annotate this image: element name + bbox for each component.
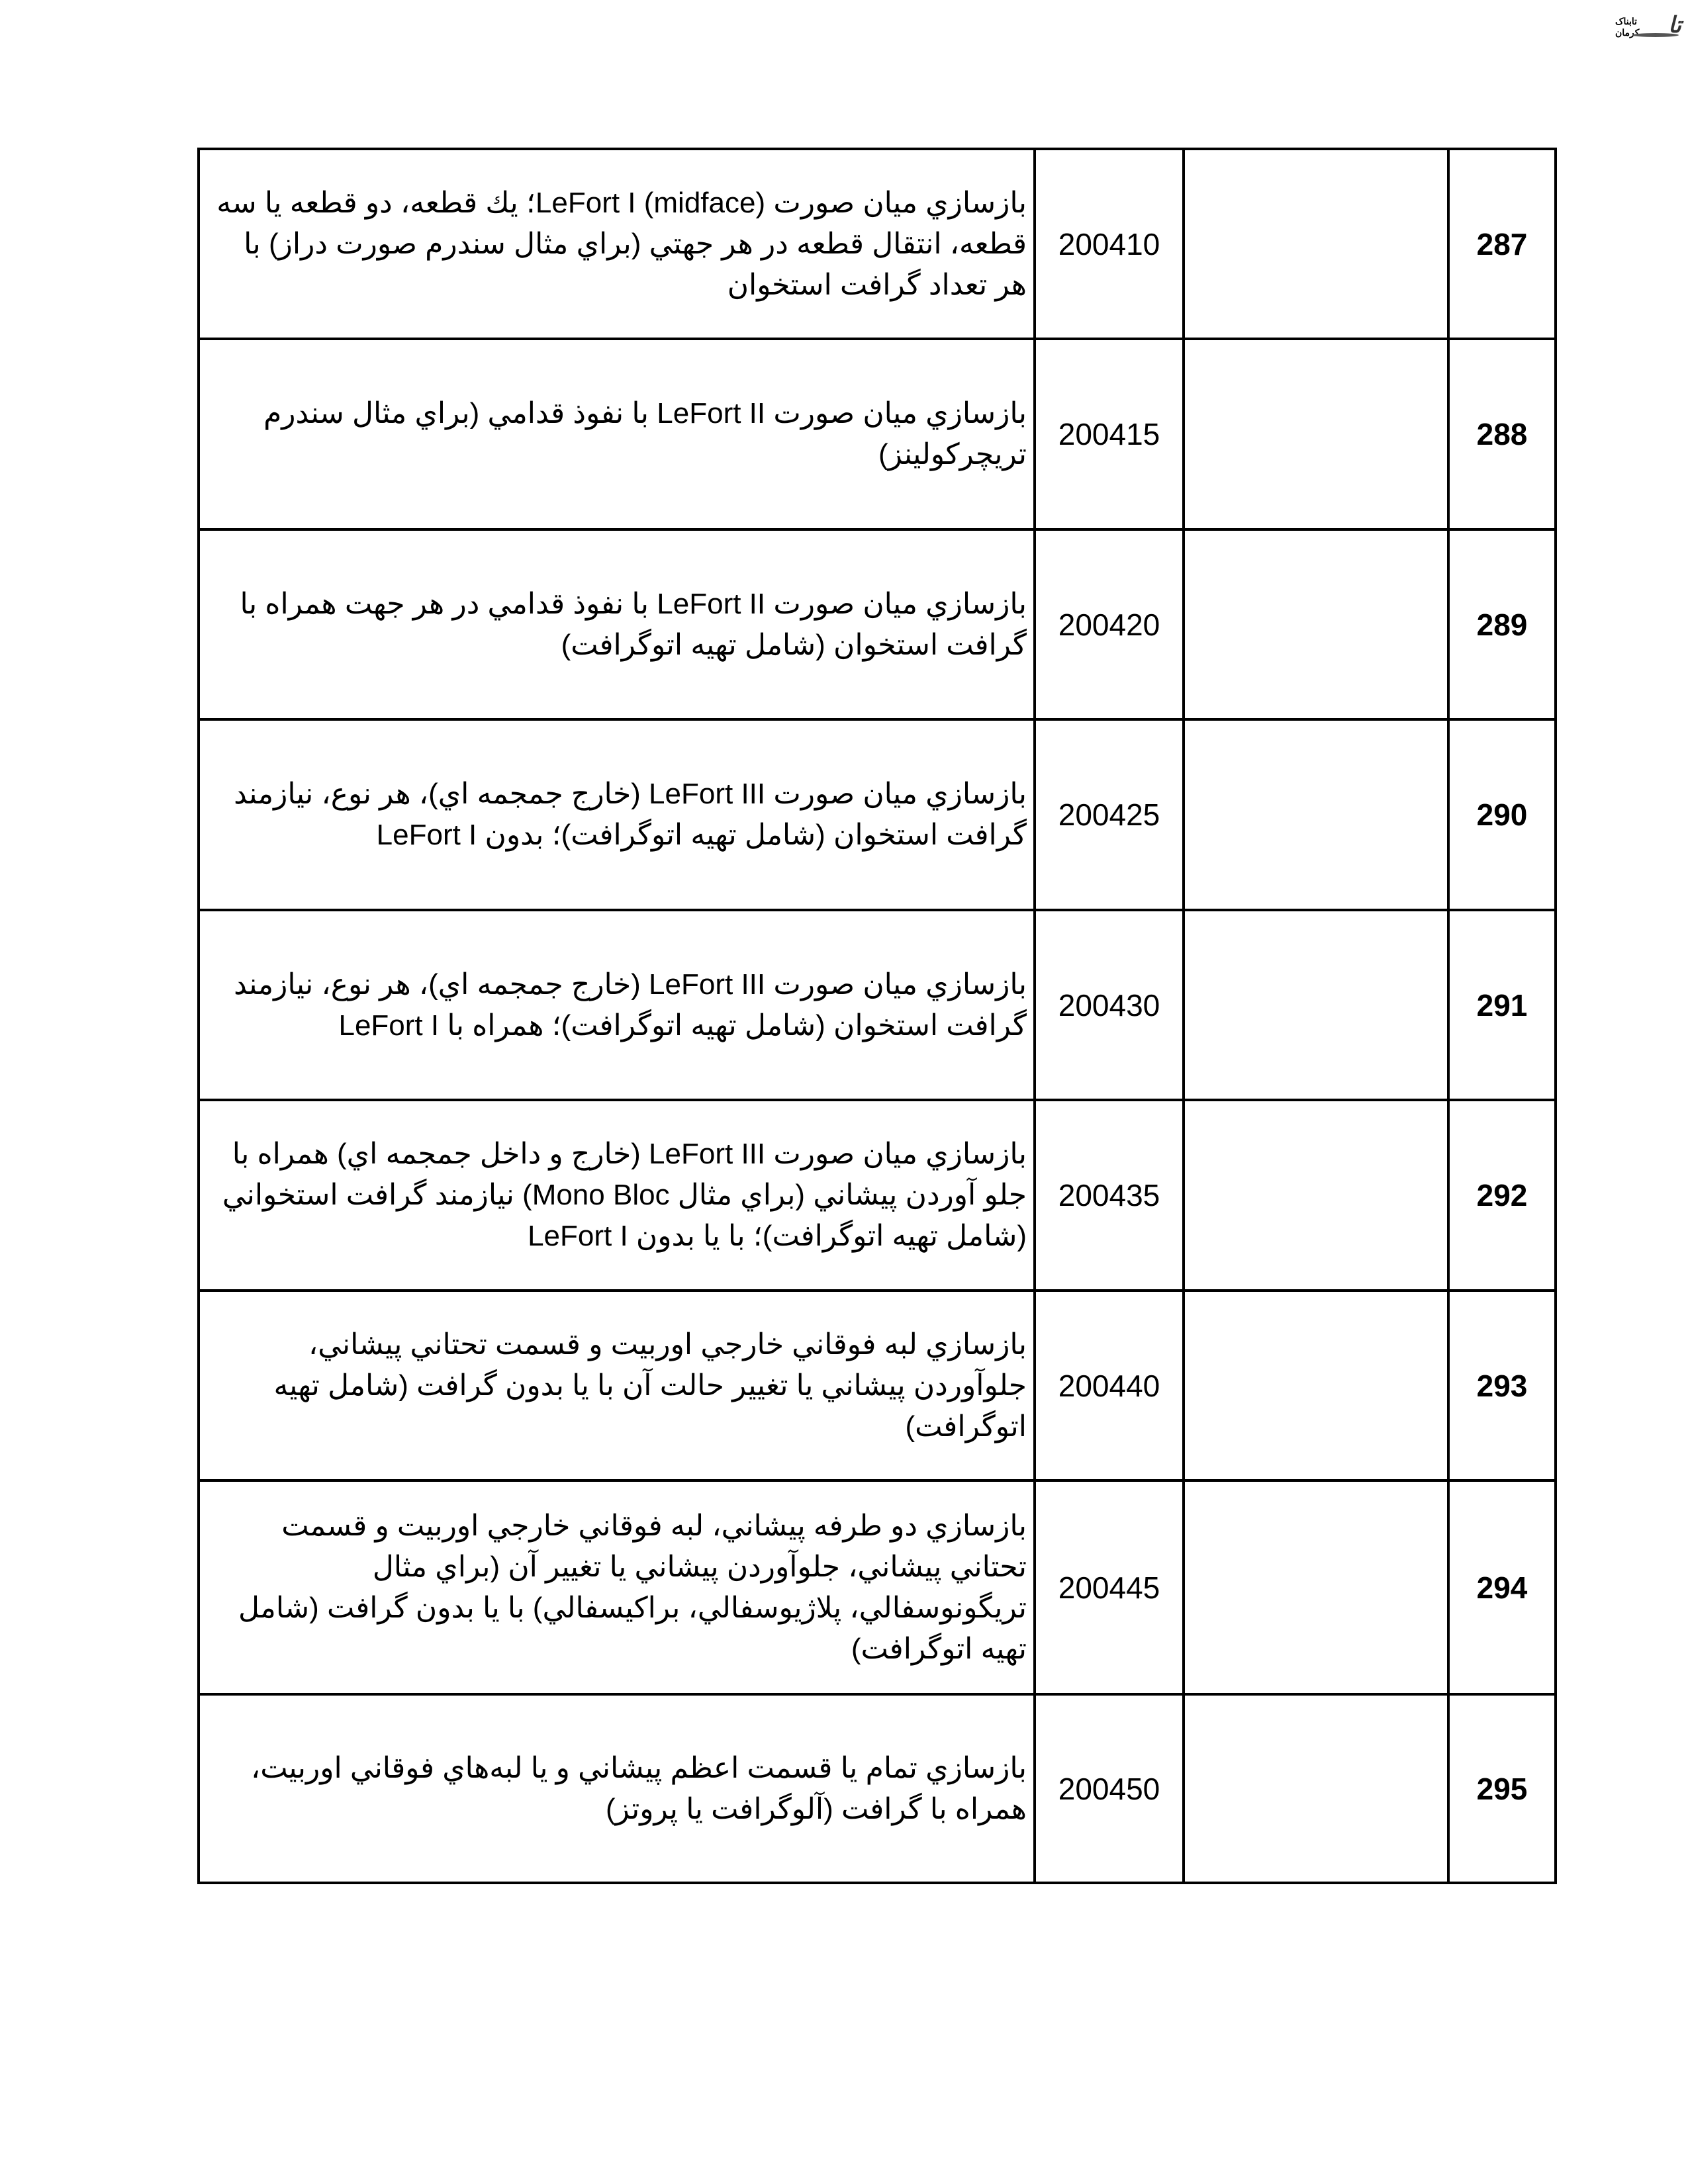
procedure-code: 200420 (1033, 528, 1185, 721)
logo-mark: تا (1668, 12, 1681, 38)
row-number: 288 (1447, 338, 1557, 531)
table-row: 288 200415 بازسازي ميان صورت LeFort II ب… (197, 338, 1557, 531)
procedure-code: 200415 (1033, 338, 1185, 531)
empty-cell (1182, 1479, 1450, 1696)
procedure-description: بازسازي ميان صورت LeFort II با نفوذ قدام… (197, 528, 1036, 721)
row-number: 291 (1447, 909, 1557, 1101)
procedure-description: بازسازي ميان صورت LeFort III (خارج و داخ… (197, 1099, 1036, 1292)
table-row: 293 200440 بازسازي لبه فوقاني خارجي اورب… (197, 1289, 1557, 1482)
logo-swoosh (1632, 33, 1679, 37)
empty-cell (1182, 1289, 1450, 1482)
row-number: 289 (1447, 528, 1557, 721)
table-row: 290 200425 بازسازي ميان صورت LeFort III … (197, 718, 1557, 911)
empty-cell (1182, 338, 1450, 531)
procedure-code: 200435 (1033, 1099, 1185, 1292)
row-number: 293 (1447, 1289, 1557, 1482)
table-row: 287 200410 بازسازي ميان صورت LeFort I (m… (197, 148, 1557, 340)
procedure-code: 200425 (1033, 718, 1185, 911)
procedure-code: 200450 (1033, 1693, 1185, 1884)
procedure-code: 200430 (1033, 909, 1185, 1101)
empty-cell (1182, 909, 1450, 1101)
empty-cell (1182, 148, 1450, 340)
procedure-description: بازسازي لبه فوقاني خارجي اوربيت و قسمت ت… (197, 1289, 1036, 1482)
table-row: 294 200445 بازسازي دو طرفه پيشاني، لبه ف… (197, 1479, 1557, 1696)
procedure-code: 200445 (1033, 1479, 1185, 1696)
empty-cell (1182, 528, 1450, 721)
empty-cell (1182, 1099, 1450, 1292)
procedure-code: 200410 (1033, 148, 1185, 340)
row-number: 290 (1447, 718, 1557, 911)
logo: تا تابناک کرمان (1615, 12, 1681, 38)
row-number: 294 (1447, 1479, 1557, 1696)
row-number: 287 (1447, 148, 1557, 340)
procedure-description: بازسازي ميان صورت LeFort III (خارج جمجمه… (197, 718, 1036, 911)
table-row: 295 200450 بازسازي تمام يا قسمت اعظم پيش… (197, 1693, 1557, 1884)
procedure-code: 200440 (1033, 1289, 1185, 1482)
row-number: 292 (1447, 1099, 1557, 1292)
procedure-description: بازسازي تمام يا قسمت اعظم پيشاني و يا لب… (197, 1693, 1036, 1884)
row-number: 295 (1447, 1693, 1557, 1884)
empty-cell (1182, 718, 1450, 911)
table-row: 291 200430 بازسازي ميان صورت LeFort III … (197, 909, 1557, 1101)
procedure-description: بازسازي ميان صورت LeFort I (midface)؛ يك… (197, 148, 1036, 340)
procedure-description: بازسازي دو طرفه پيشاني، لبه فوقاني خارجي… (197, 1479, 1036, 1696)
procedure-description: بازسازي ميان صورت LeFort III (خارج جمجمه… (197, 909, 1036, 1101)
table-row: 289 200420 بازسازي ميان صورت LeFort II ب… (197, 528, 1557, 721)
table-row: 292 200435 بازسازي ميان صورت LeFort III … (197, 1099, 1557, 1292)
empty-cell (1182, 1693, 1450, 1884)
procedure-description: بازسازي ميان صورت LeFort II با نفوذ قدام… (197, 338, 1036, 531)
procedure-table: 287 200410 بازسازي ميان صورت LeFort I (m… (197, 148, 1557, 1884)
